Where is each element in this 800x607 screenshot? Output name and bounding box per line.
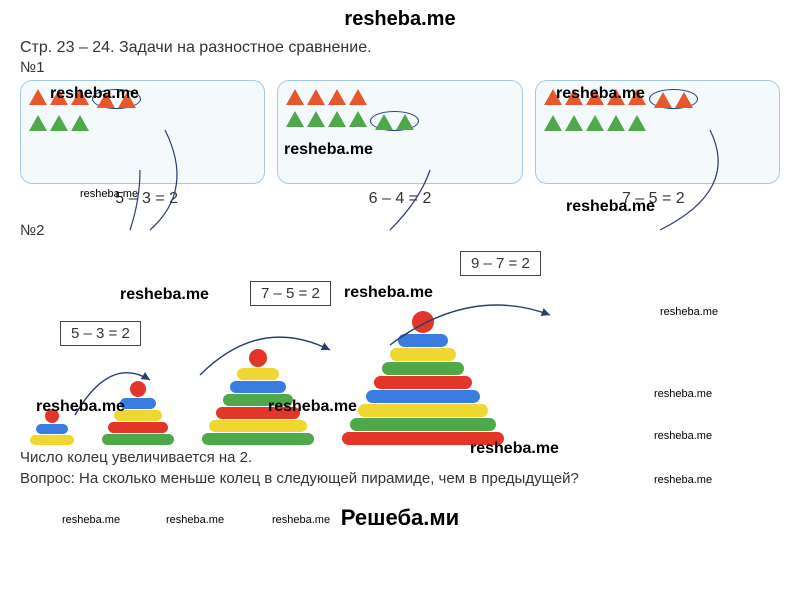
pyramid-ring — [202, 433, 314, 445]
pyramid-ring — [374, 376, 472, 389]
triangle-icon — [307, 111, 325, 127]
triangle-icon — [628, 115, 646, 131]
triangle-icon — [349, 111, 367, 127]
pyramid-ring — [366, 390, 480, 403]
triangle-icon — [307, 89, 325, 105]
pyramid-ring — [249, 349, 267, 367]
triangle-icon — [565, 115, 583, 131]
pyramid-ring — [398, 334, 448, 347]
pyramid-ring — [120, 398, 156, 409]
triangle-icon — [328, 89, 346, 105]
pyramid-ring — [108, 422, 168, 433]
eq1: 5 – 3 = 2 — [20, 190, 273, 208]
eq-box-3: 9 – 7 = 2 — [460, 251, 541, 276]
triangle-icon — [586, 115, 604, 131]
question-line: Вопрос: На сколько меньше колец в следую… — [0, 466, 800, 487]
triangle-icon — [396, 114, 414, 130]
triangle-icon — [286, 89, 304, 105]
pyramid-ring — [45, 409, 59, 423]
eq-box-2: 7 – 5 = 2 — [250, 281, 331, 306]
triangle-icon — [586, 89, 604, 105]
pyramid-ring — [350, 418, 496, 431]
triangle-box — [20, 80, 265, 184]
triangle-icon — [97, 92, 115, 108]
pyramid-ring — [102, 434, 174, 445]
triangle-icon — [628, 89, 646, 105]
eq2: 6 – 4 = 2 — [273, 190, 526, 208]
equations-row: 5 – 3 = 2 6 – 4 = 2 7 – 5 = 2 — [0, 188, 800, 212]
triangle-icon — [71, 89, 89, 105]
brand-bottom: Решеба.ми — [0, 487, 800, 535]
pyramid-ring — [358, 404, 488, 417]
triangle-icon — [29, 89, 47, 105]
triangle-icon — [50, 115, 68, 131]
pyramid — [202, 348, 314, 445]
triangle-icon — [349, 89, 367, 105]
triangle-icon — [71, 115, 89, 131]
pyramid-ring — [209, 420, 307, 432]
triangle-icon — [607, 89, 625, 105]
triangle-icon — [565, 89, 583, 105]
triangle-icon — [50, 89, 68, 105]
pyramids-wrap: 5 – 3 = 2 7 – 5 = 2 9 – 7 = 2 — [20, 245, 780, 445]
brand-top: resheba.me — [0, 0, 800, 35]
triangle-icon — [29, 115, 47, 131]
eq3: 7 – 5 = 2 — [527, 190, 780, 208]
triangle-icon — [286, 111, 304, 127]
triangle-icon — [544, 115, 562, 131]
triangle-icon — [607, 115, 625, 131]
pyramid-ring — [237, 368, 279, 380]
triangle-icon — [544, 89, 562, 105]
pyramid-ring — [390, 348, 456, 361]
page-title: Стр. 23 – 24. Задачи на разностное сравн… — [0, 35, 800, 59]
triangle-icon — [675, 92, 693, 108]
triangle-icon — [118, 92, 136, 108]
pyramid-ring — [30, 435, 74, 445]
triangle-box — [535, 80, 780, 184]
pyramid-ring — [412, 311, 434, 333]
pyramid — [342, 310, 504, 445]
triangles-row — [0, 76, 800, 188]
triangle-box — [277, 80, 522, 184]
pyramid-ring — [223, 394, 293, 406]
pyramid-ring — [230, 381, 286, 393]
eq-box-1: 5 – 3 = 2 — [60, 321, 141, 346]
problem1-num: №1 — [0, 59, 800, 76]
pyramid-ring — [216, 407, 300, 419]
pyramid-ring — [130, 381, 146, 397]
pyramid-ring — [342, 432, 504, 445]
pyramid-ring — [114, 410, 162, 421]
problem2-num: №2 — [0, 222, 800, 239]
triangle-icon — [328, 111, 346, 127]
triangle-icon — [654, 92, 672, 108]
pyramid-ring — [36, 424, 68, 434]
pyramid — [102, 380, 174, 445]
answer-line: Число колец увеличивается на 2. — [0, 445, 800, 466]
pyramid — [30, 408, 74, 445]
pyramid-ring — [382, 362, 464, 375]
triangle-icon — [375, 114, 393, 130]
